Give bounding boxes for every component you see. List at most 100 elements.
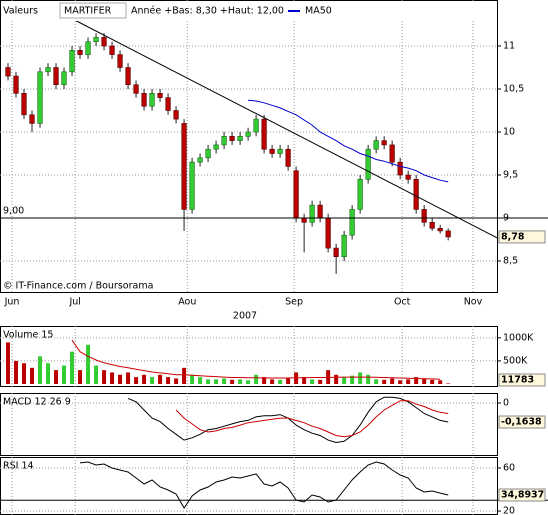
volume-ma-line (71, 339, 441, 380)
last-value-label: -0,1638 (501, 417, 542, 428)
candle-body (221, 136, 227, 146)
last-value-badge (498, 373, 546, 387)
volume-bar (390, 378, 395, 384)
candle-body (13, 75, 19, 94)
last-value-badge (498, 230, 546, 244)
volume-bar (134, 377, 139, 384)
y-tick-label: 500K (503, 355, 528, 366)
candle-body (333, 247, 339, 258)
volume-bar (318, 379, 323, 384)
candle-body (109, 45, 115, 55)
indicator-line (79, 461, 449, 509)
y-tick-label: 10,5 (503, 84, 524, 95)
candle-body (205, 148, 211, 159)
candle-body (381, 140, 387, 146)
volume-bar (38, 356, 43, 384)
chart-title: MARTIFER (64, 6, 112, 17)
last-value-label: 8,78 (501, 231, 525, 242)
x-tick-label: Nov (464, 297, 483, 308)
volume-bar (358, 372, 363, 384)
volume-bar (174, 378, 179, 384)
candle-body (53, 67, 59, 86)
volume-bar (350, 375, 355, 384)
candle-body (437, 228, 443, 232)
last-value-label: 34,8937 (501, 490, 544, 501)
y-tick-label: 9,5 (503, 170, 518, 181)
volume-bar (406, 379, 411, 384)
last-value-badge (498, 488, 546, 502)
candle-body (397, 161, 403, 176)
symbol-box[interactable] (59, 2, 127, 19)
volume-bar (278, 379, 283, 384)
volume-bar (14, 360, 19, 384)
volume-bar (86, 344, 91, 384)
y-tick-label: 20 (503, 506, 515, 515)
volume-bar (54, 370, 59, 384)
volume-bar (398, 380, 403, 384)
candle-body (373, 140, 379, 150)
panel-title: RSI 14 (3, 461, 34, 472)
panel-title: MACD 12 26 9 (3, 397, 71, 408)
candle-body (261, 118, 267, 150)
volume-bar (102, 370, 107, 384)
candle-body (133, 84, 139, 94)
last-value-label: 11783 (501, 375, 534, 386)
volume-bar (446, 383, 451, 384)
volume-bar (110, 372, 115, 384)
candle-body (141, 93, 147, 107)
volume-bar (254, 374, 259, 384)
candle-body (93, 37, 99, 43)
volume-bar (166, 377, 171, 384)
volume-bar (62, 365, 67, 384)
candle-body (165, 97, 171, 111)
candle-body (309, 204, 315, 223)
x-axis-label: 2007 (233, 311, 257, 322)
volume-bar (414, 377, 419, 384)
volume-bar (150, 377, 155, 384)
candle-body (293, 170, 299, 219)
candle-body (301, 217, 307, 223)
volume-bar (78, 370, 83, 384)
y-tick-label: 60 (503, 463, 515, 474)
chart-subtitle: Année +Bas: 8,30 +Haut: 12,00 (131, 6, 284, 17)
volume-bar (182, 367, 187, 384)
volume-bar (366, 374, 371, 384)
y-tick-label: 10 (503, 127, 515, 138)
candle-body (69, 50, 75, 73)
candle-body (101, 37, 107, 47)
volume-bar (270, 379, 275, 384)
x-tick-label: Oct (394, 297, 411, 308)
candle-body (253, 118, 259, 133)
volume-bar (142, 374, 147, 384)
candle-body (173, 110, 179, 120)
candle-body (61, 71, 67, 86)
volume-bar (342, 377, 347, 384)
candle-body (349, 209, 355, 236)
candle-body (29, 114, 35, 124)
volume-bar (302, 377, 307, 384)
volume-bar (158, 374, 163, 384)
candle-body (157, 93, 163, 98)
panel-frame (0, 0, 498, 293)
y-tick-label: 8,5 (503, 256, 518, 267)
candle-body (445, 230, 451, 238)
volume-bar (94, 365, 99, 384)
volume-bar (6, 342, 11, 384)
volume-bar (238, 379, 243, 384)
volume-bar (430, 379, 435, 384)
x-tick-label: Jun (4, 297, 20, 308)
volume-bar (214, 379, 219, 384)
candle-body (365, 148, 371, 180)
candle-body (117, 54, 123, 68)
y-tick-label: 11 (503, 41, 515, 52)
y-tick-label: 1000K (503, 332, 534, 343)
volume-bar (206, 379, 211, 384)
candle-body (269, 148, 275, 154)
reference-label: 9,00 (3, 206, 24, 217)
x-tick-label: Jul (68, 297, 80, 308)
candle-body (149, 93, 155, 107)
candle-body (317, 204, 323, 219)
ma-line (248, 99, 449, 183)
volume-bar (262, 377, 267, 384)
